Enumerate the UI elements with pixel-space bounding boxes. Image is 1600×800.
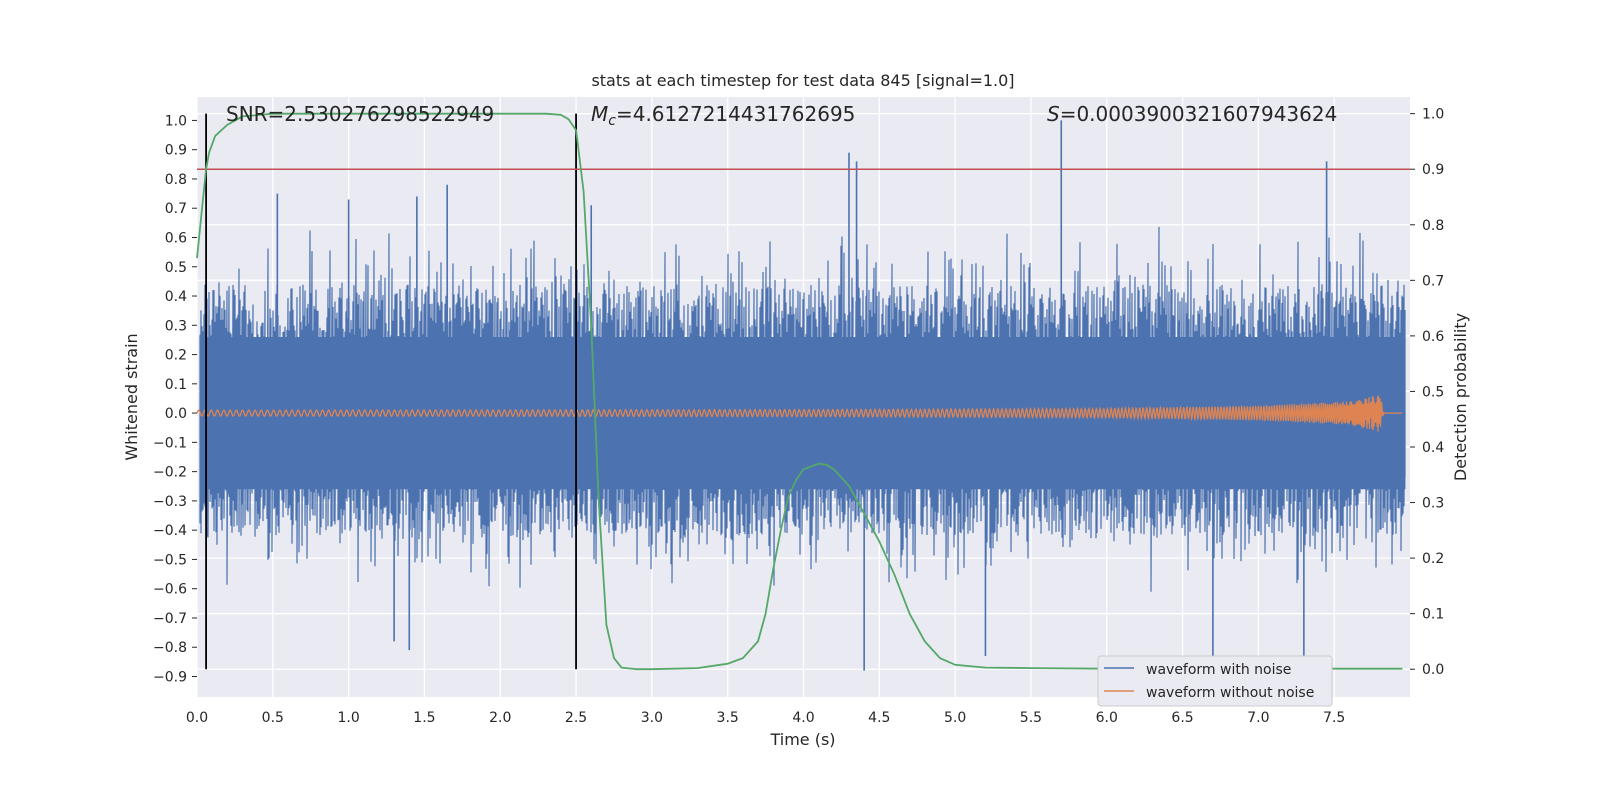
y-tick-label-13: −0.3 — [153, 494, 187, 510]
y2-tick-label-6: 0.4 — [1422, 440, 1444, 456]
x-tick-label-12: 6.0 — [1096, 710, 1118, 726]
s-annotation: S=0.0003900321607943624 — [1047, 102, 1337, 126]
legend-label-noise: waveform with noise — [1146, 662, 1291, 678]
legend-label-clean: waveform without noise — [1146, 685, 1314, 701]
chirp-mass-symbol: M — [591, 102, 608, 126]
x-tick-label-2: 1.0 — [337, 710, 359, 726]
x-tick-label-0: 0.0 — [186, 710, 208, 726]
y2-tick-label-9: 0.1 — [1422, 607, 1444, 623]
x-axis-ticks: 0.0 0.5 1.0 1.5 2.0 2.5 3.0 3.5 4.0 4.5 5.0 5.5 6.0 6… — [186, 710, 1345, 726]
y-tick-label-10: 0.0 — [165, 406, 187, 422]
vertical-markers — [205, 113, 577, 670]
y2-tick-label-1: 0.9 — [1422, 162, 1444, 178]
y-tick-label-18: −0.8 — [153, 640, 187, 656]
y2-tick-label-7: 0.3 — [1422, 496, 1444, 512]
y-tick-label-4: 0.6 — [165, 230, 187, 246]
x-tick-label-1: 0.5 — [262, 710, 284, 726]
x-tick-label-13: 6.5 — [1171, 710, 1193, 726]
y2-axis-label: Detection probability — [1451, 313, 1470, 481]
y-tick-label-17: −0.7 — [153, 611, 187, 627]
y2-axis-ticks: 1.0 0.9 0.8 0.7 0.6 0.5 0.4 0.3 0.2 0.1 0.0 — [1410, 107, 1444, 678]
y-tick-label-9: 0.1 — [165, 377, 187, 393]
x-tick-label-11: 5.5 — [1020, 710, 1042, 726]
y-tick-label-2: 0.8 — [165, 172, 187, 188]
chirp-mass-annotation: Mc=4.6127214431762695 — [591, 102, 855, 129]
chirp-mass-value: =4.6127214431762695 — [616, 102, 855, 126]
y-tick-label-12: −0.2 — [153, 465, 187, 481]
x-tick-label-7: 3.5 — [717, 710, 739, 726]
s-value: =0.0003900321607943624 — [1060, 102, 1338, 126]
chart-title: stats at each timestep for test data 845… — [591, 71, 1014, 90]
clean-trace — [196, 395, 1402, 432]
y2-tick-label-0: 1.0 — [1422, 107, 1444, 123]
snr-annotation: SNR=2.530276298522949 — [226, 102, 494, 126]
y-tick-label-14: −0.4 — [153, 523, 187, 539]
y-tick-label-19: −0.9 — [153, 670, 187, 686]
y2-tick-label-8: 0.2 — [1422, 551, 1444, 567]
y-tick-label-5: 0.5 — [165, 260, 187, 276]
y2-tick-label-4: 0.6 — [1422, 329, 1444, 345]
y-axis-label: Whitened strain — [122, 333, 141, 460]
x-axis-label: Time (s) — [769, 730, 835, 749]
x-tick-label-3: 1.5 — [413, 710, 435, 726]
x-tick-label-8: 4.0 — [792, 710, 814, 726]
y2-tick-label-2: 0.8 — [1422, 218, 1444, 234]
x-tick-label-15: 7.5 — [1323, 710, 1345, 726]
y-tick-label-16: −0.6 — [153, 582, 187, 598]
y-tick-label-0: 1.0 — [165, 113, 187, 129]
legend-box — [1097, 655, 1333, 707]
plot-area — [196, 97, 1410, 697]
y-tick-label-1: 0.9 — [165, 143, 187, 159]
x-tick-label-14: 7.0 — [1247, 710, 1269, 726]
y-tick-label-15: −0.5 — [153, 552, 187, 568]
series-waveform-without-noise — [196, 395, 1402, 432]
series-detection-probability — [196, 112, 1403, 671]
x-tick-label-10: 5.0 — [944, 710, 966, 726]
legend: waveform with noise waveform without noi… — [1097, 655, 1333, 707]
y-tick-label-8: 0.2 — [165, 348, 187, 364]
s-symbol: S — [1047, 102, 1060, 126]
y2-tick-label-3: 0.7 — [1422, 273, 1444, 289]
x-tick-label-9: 4.5 — [868, 710, 890, 726]
x-tick-label-5: 2.5 — [565, 710, 587, 726]
y-axis-ticks: 1.0 0.9 0.8 0.7 0.6 0.5 0.4 0.3 0.2 0.1 0.0 −0.1 −0.… — [153, 113, 197, 686]
y-tick-label-7: 0.3 — [165, 318, 187, 334]
y-tick-label-11: −0.1 — [153, 435, 187, 451]
y2-tick-label-5: 0.5 — [1422, 384, 1444, 400]
y-tick-label-3: 0.7 — [165, 201, 187, 217]
y-tick-label-6: 0.4 — [165, 289, 187, 305]
probability-curve — [196, 112, 1403, 671]
x-tick-label-4: 2.0 — [489, 710, 511, 726]
chirp-mass-subscript: c — [608, 113, 616, 129]
x-tick-label-6: 3.0 — [641, 710, 663, 726]
y2-tick-label-10: 0.0 — [1422, 662, 1444, 678]
